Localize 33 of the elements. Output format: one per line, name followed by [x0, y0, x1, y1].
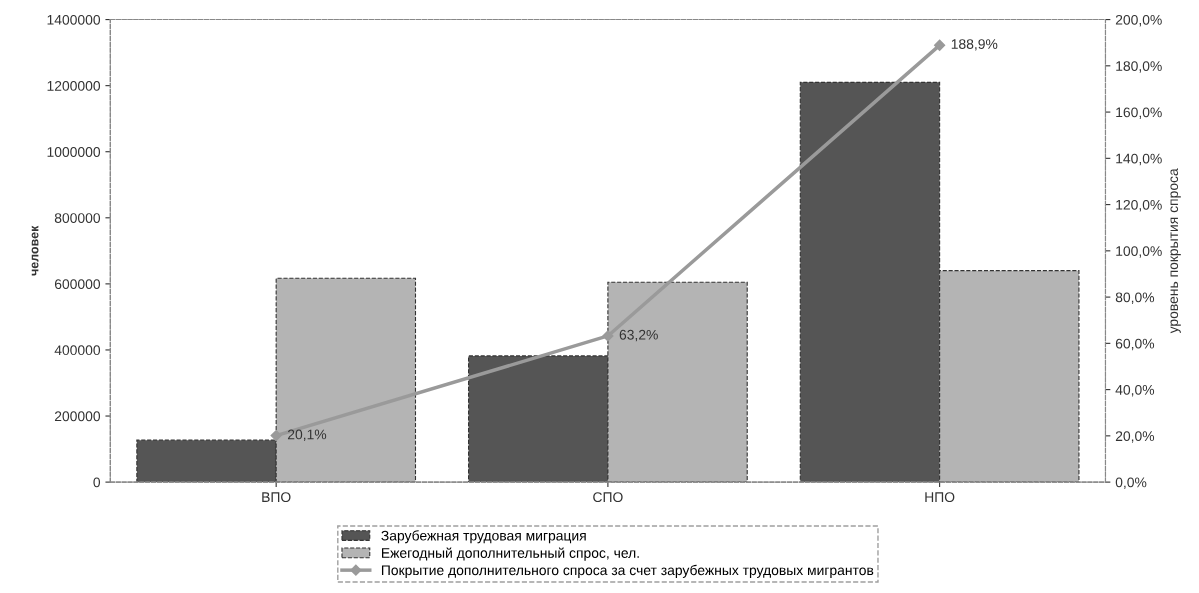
x-tick-label: СПО — [593, 492, 623, 503]
y2-tick-label: 160,0% — [1116, 107, 1162, 119]
y-tick-label: 1200000 — [47, 80, 101, 91]
data-label: 20,1% — [287, 429, 327, 441]
y-tick-label: 800000 — [54, 213, 101, 223]
y-tick-label: 200000 — [54, 411, 101, 422]
point — [270, 430, 282, 442]
y-tick-label: 400000 — [54, 345, 101, 356]
y-tick-label: 600000 — [54, 279, 101, 290]
y2-tick-label: 100,0% — [1116, 246, 1162, 258]
y-tick-label: 0 — [93, 477, 101, 488]
x-tick-label: НПО — [925, 492, 955, 503]
y-tick-label: 1400000 — [47, 14, 101, 25]
y2-tick-label: 200,0% — [1115, 14, 1162, 27]
y2-tick-label: 20,0% — [1115, 431, 1155, 443]
legend-label: Зарубежная трудовая миграция — [381, 530, 586, 544]
legend-label: Ежегодный дополнительный спрос, чел. — [382, 547, 639, 561]
data-label: 188,9% — [951, 39, 998, 51]
y2-tick-label: 40,0% — [1115, 384, 1155, 397]
y-axis-title: человек — [31, 225, 39, 276]
y2-tick-label: 180,0% — [1116, 61, 1162, 73]
y-tick-label: 1000000 — [47, 147, 101, 157]
y2-tick-label: 60,0% — [1115, 338, 1155, 351]
y2-tick-label: 120,0% — [1116, 199, 1162, 212]
x-tick-label: ВПО — [262, 492, 291, 503]
y2-tick-label: 80,0% — [1115, 292, 1155, 304]
y2-tick-label: 0,0% — [1115, 477, 1147, 489]
y2-axis-title: уровень покрытия спроса — [1170, 168, 1181, 334]
point — [934, 39, 946, 51]
data-label: 63,2% — [619, 329, 658, 342]
legend-label: Покрытие дополнительного спроса за счет зарубежных трудовых мигрантов — [381, 564, 874, 578]
point — [602, 330, 614, 342]
y2-tick-label: 140,0% — [1116, 153, 1162, 166]
